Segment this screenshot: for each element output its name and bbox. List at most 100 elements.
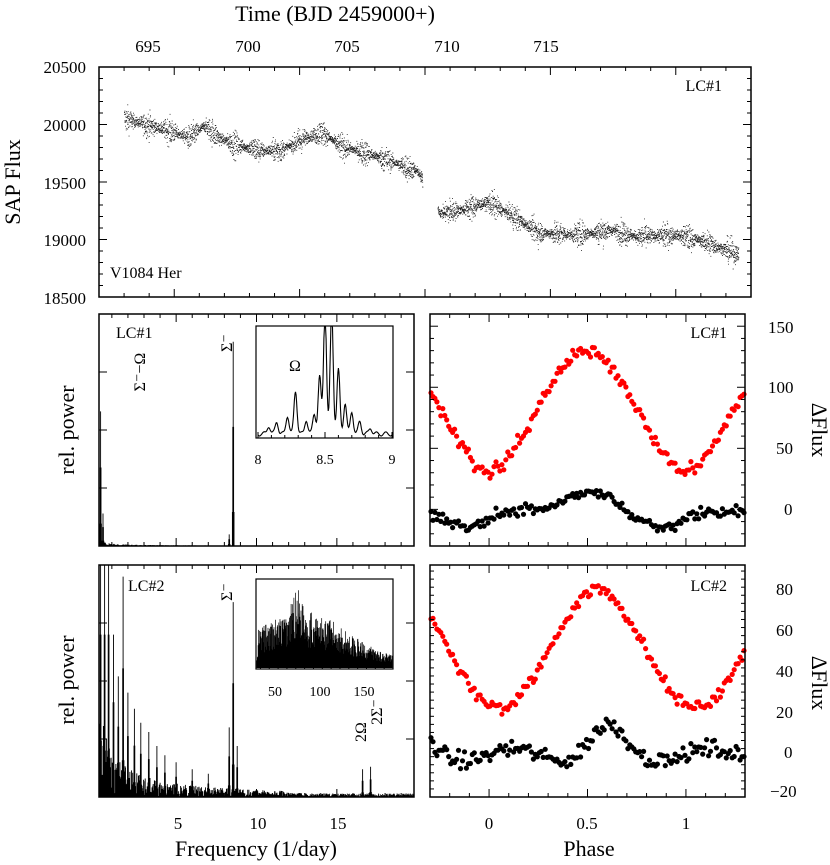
phase2-red-point xyxy=(450,651,456,658)
phase2-red-point xyxy=(735,661,741,667)
phase1-black-point xyxy=(444,516,450,522)
phase2-red-point xyxy=(727,677,733,684)
phase2-red-point xyxy=(637,633,643,639)
phase2-black-point xyxy=(583,736,590,743)
phase1-red-point xyxy=(509,453,515,459)
phase1-red-point xyxy=(515,432,521,438)
phase1-red-point xyxy=(741,391,747,397)
phase1-red-point xyxy=(650,441,657,447)
phase1-red-point xyxy=(485,469,491,475)
phase1-black-point xyxy=(515,513,521,519)
pgram2-label-sigma: Σ⁻ xyxy=(219,583,236,601)
pgram2-xtick-10: 10 xyxy=(250,814,267,833)
phase2-red-point xyxy=(605,588,611,594)
phase1-red-point xyxy=(591,345,598,351)
phase2-frame xyxy=(429,564,746,798)
phase2-black-point xyxy=(613,729,619,735)
phase1-red-point xyxy=(465,446,471,452)
phase1-black-point xyxy=(518,504,525,511)
phase2-red-point xyxy=(534,667,540,673)
phase1-black-point xyxy=(619,500,625,506)
phase1-black-point xyxy=(554,502,560,508)
phase2-black-point xyxy=(700,751,706,757)
phase2-red-point xyxy=(513,702,519,708)
top-tick-715: 715 xyxy=(533,37,559,56)
phase2-black-point xyxy=(721,749,727,755)
phase1-black-point xyxy=(501,512,507,518)
ytick-20500: 20500 xyxy=(44,58,87,77)
phase1-red-point xyxy=(517,440,523,446)
phase2-black-point xyxy=(581,744,588,750)
phase1-black-point xyxy=(654,528,661,534)
inset1-tick-9: 9 xyxy=(389,453,396,468)
phase2-black-point xyxy=(501,748,507,754)
phase2-red-point xyxy=(731,667,737,673)
phase2-black-point xyxy=(688,741,694,747)
phase1-red-point xyxy=(709,443,716,449)
phase2-black-point xyxy=(713,745,720,751)
phase2-black-point xyxy=(672,751,678,757)
phase1-red-point xyxy=(491,464,497,470)
phase2-red-point xyxy=(465,680,471,686)
phase1-red-point xyxy=(595,350,601,356)
phase2-black-point xyxy=(646,757,653,763)
phase1-red-point xyxy=(452,426,458,432)
phase2-black-point xyxy=(485,753,491,759)
phase2-black-point xyxy=(654,761,661,767)
top-tick-695: 695 xyxy=(135,37,161,56)
pgram2-frame xyxy=(98,564,415,798)
phase2-black-point xyxy=(589,738,596,744)
phase2-black-point xyxy=(534,754,540,760)
phase2-panel: LC#2 80 60 40 20 0 −20 ΔFlux 0 0.5 1 Pha… xyxy=(428,564,830,861)
phase2-black-point xyxy=(538,748,544,755)
phase2-ytick-minus20: −20 xyxy=(770,782,797,801)
phase1-black-point xyxy=(696,516,702,522)
pgram1-inset: Ω 8 8.5 9 xyxy=(255,325,396,468)
phase2-red-point xyxy=(432,621,438,627)
phase1-black-point xyxy=(520,511,527,517)
inset2-tick-100: 100 xyxy=(310,685,331,700)
phase1-black-point xyxy=(562,498,568,504)
phase1-black-point xyxy=(507,512,513,518)
phase1-black-point xyxy=(646,517,653,524)
lightcurve-frame xyxy=(98,66,752,298)
phase2-black-point xyxy=(495,747,501,753)
phase1-red-point xyxy=(503,457,509,463)
phase1-black-point xyxy=(442,520,448,526)
phase1-red-point xyxy=(538,399,544,405)
phase2-red-point xyxy=(674,701,680,707)
phase1-red-point xyxy=(434,399,440,405)
top-tick-710: 710 xyxy=(434,37,460,56)
phase1-red-point xyxy=(534,407,540,413)
phase1-red-point xyxy=(499,462,505,468)
phase2-red-point xyxy=(538,664,544,670)
pgram2-xlabel: Frequency (1/day) xyxy=(175,836,337,861)
phase1-red-point xyxy=(562,364,568,370)
phase2-red-point xyxy=(524,683,531,689)
inset2-tick-150: 150 xyxy=(354,685,375,700)
phase1-black-point xyxy=(434,516,440,523)
phase1-black-point xyxy=(493,505,499,511)
phase1-red-point xyxy=(564,357,570,363)
pgram1-ticks xyxy=(99,314,414,546)
phase2-red-point xyxy=(430,615,436,621)
phase2-black-point xyxy=(434,753,440,759)
phase2-black-point xyxy=(503,743,509,749)
phase1-ytick-50: 50 xyxy=(776,439,793,458)
lightcurve-panel: Time (BJD 2459000+) SAP Flux 695 700 705… xyxy=(0,1,752,308)
phase2-red-point xyxy=(477,692,483,698)
phase2-black-point xyxy=(444,747,450,753)
inset1-tick-8.5: 8.5 xyxy=(316,453,334,468)
phase1-red-point xyxy=(698,463,704,469)
phase2-xtick-0: 0 xyxy=(485,814,494,833)
phase2-red-point xyxy=(641,636,647,642)
phase1-red-point xyxy=(513,444,519,451)
phase1-black-point xyxy=(491,516,497,522)
phase1-red-point xyxy=(700,456,706,462)
phase1-black-point xyxy=(609,494,615,500)
ytick-19500: 19500 xyxy=(44,174,87,193)
pgram1-panel: rel. power LC#1 Σ⁻−Ω Σ⁻ Ω 8 8.5 9 xyxy=(54,313,415,547)
top-tick-705: 705 xyxy=(334,37,360,56)
phase1-red-point xyxy=(489,471,495,477)
ytick-20000: 20000 xyxy=(44,116,87,135)
